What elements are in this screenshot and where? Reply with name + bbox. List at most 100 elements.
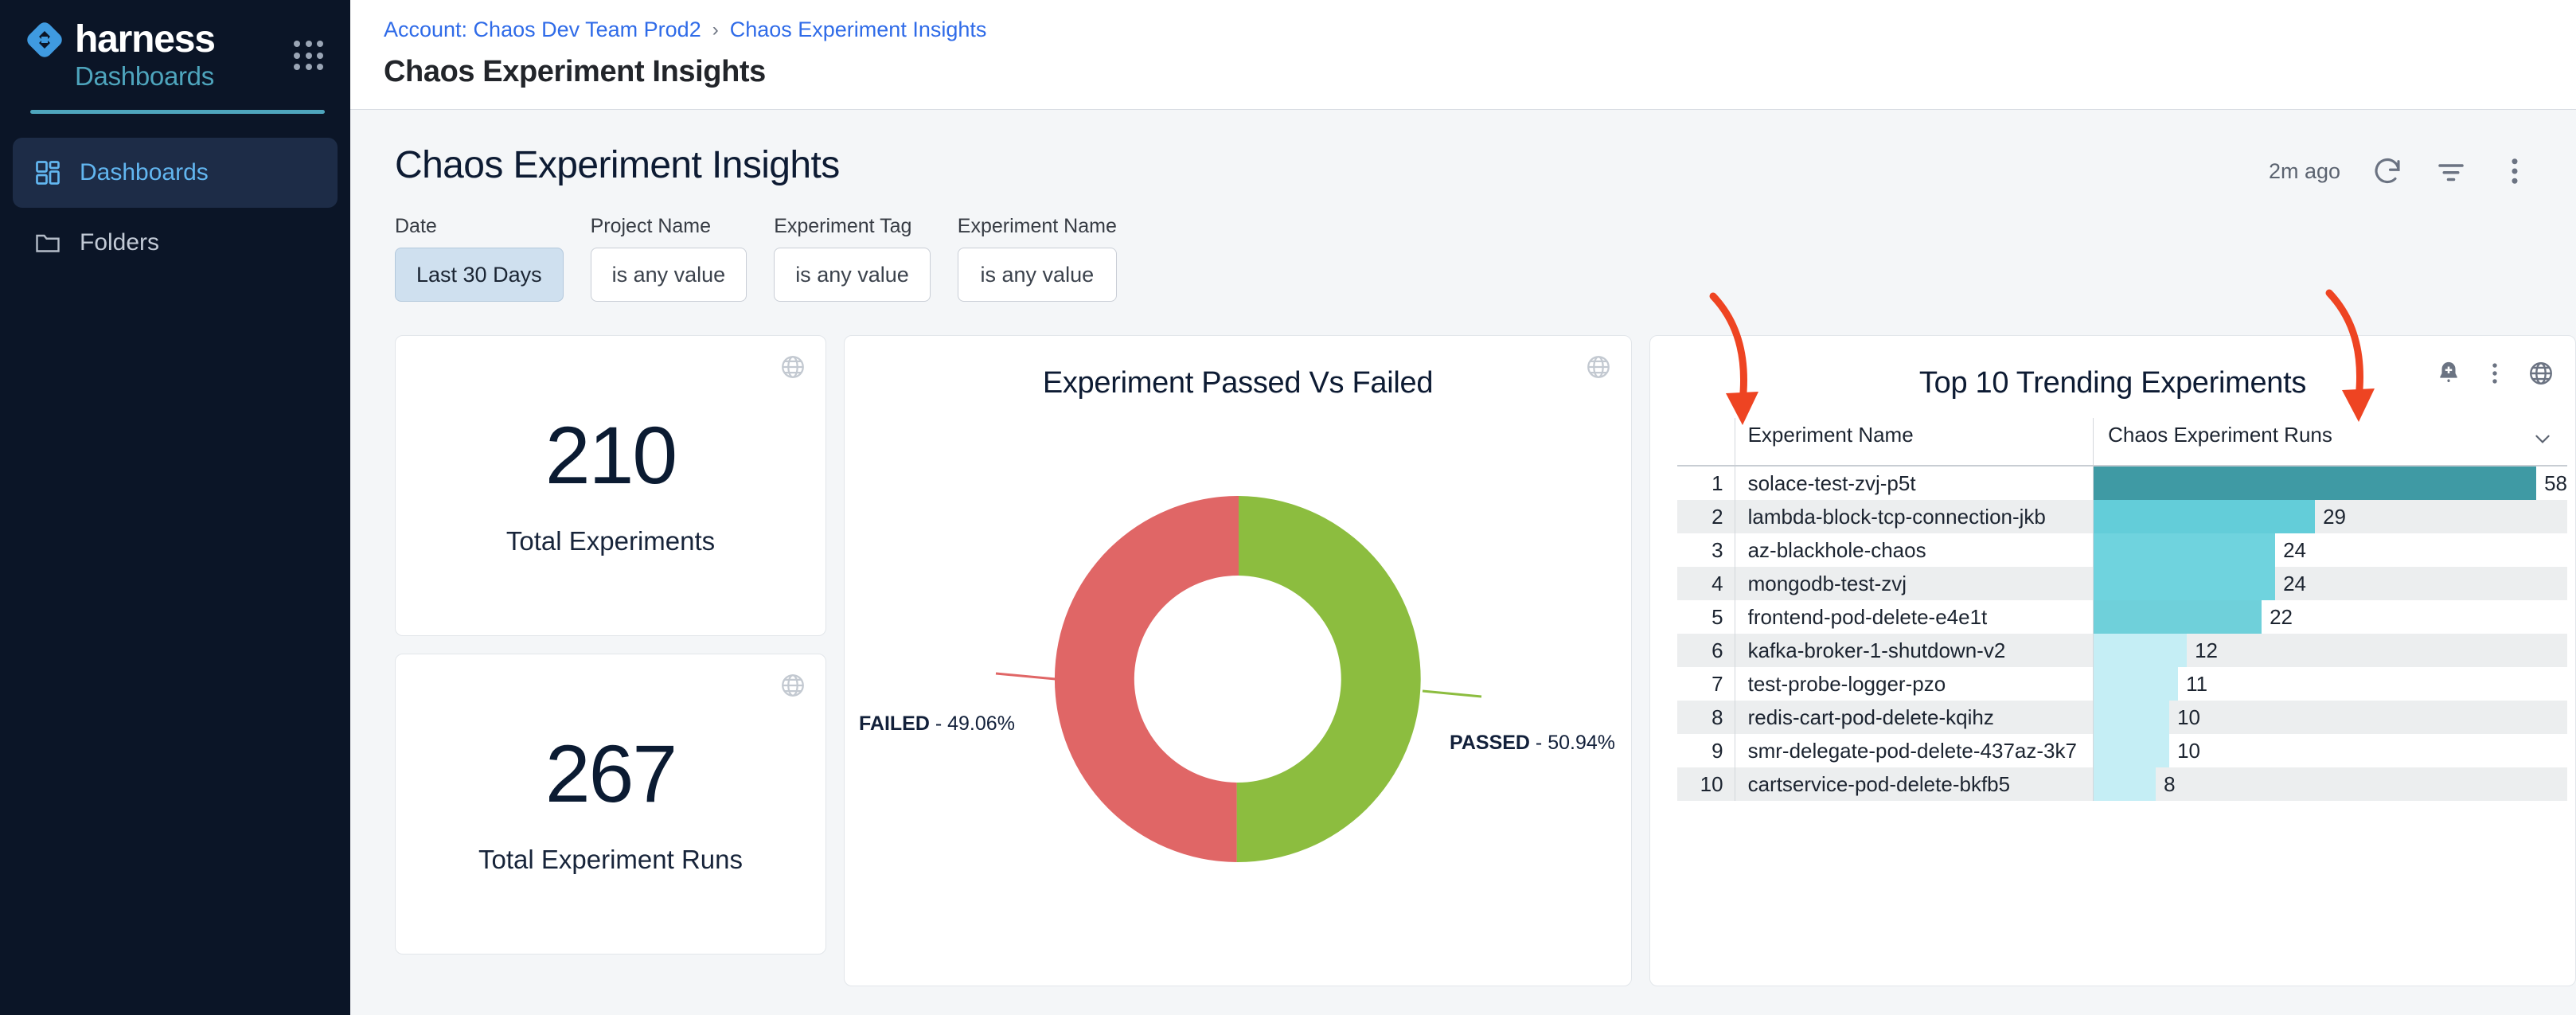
app-grid-icon[interactable]: [291, 38, 326, 73]
kpi-label: Total Experiments: [505, 526, 716, 556]
table-row[interactable]: 9 smr-delegate-pod-delete-437az-3k7 10: [1677, 734, 2567, 767]
filter-label: Experiment Name: [957, 215, 1117, 237]
table-row[interactable]: 5 frontend-pod-delete-e4e1t 22: [1677, 600, 2567, 634]
globe-icon[interactable]: [1585, 353, 1612, 381]
cell-experiment-name[interactable]: kafka-broker-1-shutdown-v2: [1734, 634, 2094, 667]
breadcrumb-account[interactable]: Account: Chaos Dev Team Prod2: [384, 18, 701, 41]
runs-value: 29: [2323, 504, 2346, 529]
kpi-card-total-experiment-runs[interactable]: 267 Total Experiment Runs: [395, 654, 826, 954]
brand-block[interactable]: harness Dashboards: [25, 21, 291, 92]
kpi-value: 210: [544, 410, 677, 501]
runs-value: 58: [2544, 470, 2567, 495]
runs-value: 8: [2164, 771, 2176, 796]
sidebar-header: harness Dashboards: [0, 0, 350, 92]
runs-value: 12: [2195, 638, 2218, 662]
cell-experiment-name[interactable]: test-probe-logger-pzo: [1734, 667, 2094, 701]
table-row[interactable]: 8 redis-cart-pod-delete-kqihz 10: [1677, 701, 2567, 734]
cell-chaos-experiment-runs: 29: [2093, 500, 2567, 533]
chart-card-top-10-trending[interactable]: Top 10 Trending Experiments Experiment N…: [1649, 335, 2576, 986]
bell-add-icon[interactable]: [2435, 360, 2462, 387]
cell-experiment-name[interactable]: solace-test-zvj-p5t: [1734, 466, 2094, 500]
chart-title: Top 10 Trending Experiments: [1918, 366, 2307, 400]
donut-label-passed: PASSED - 50.94%: [1450, 732, 1615, 754]
row-index: 3: [1711, 537, 1723, 562]
column-header-label: Chaos Experiment Runs: [2108, 423, 2332, 447]
column-header-chaos-experiment-runs[interactable]: Chaos Experiment Runs: [2093, 418, 2567, 467]
sidebar-nav: Dashboards Folders: [0, 114, 350, 278]
harness-logo-icon: [25, 21, 64, 59]
table-row[interactable]: 1 solace-test-zvj-p5t 58: [1677, 466, 2567, 500]
dashboard-header: Chaos Experiment Insights 2m ago: [350, 110, 2576, 188]
filter-icon[interactable]: [2434, 154, 2468, 188]
runs-bar: [2094, 467, 2537, 500]
globe-icon[interactable]: [779, 353, 806, 381]
chevron-down-icon[interactable]: [2532, 428, 2553, 449]
kpi-value: 267: [544, 728, 677, 819]
cell-chaos-experiment-runs: 22: [2094, 600, 2567, 634]
filter-experiment-tag: Experiment Tag is any value: [774, 215, 931, 302]
table-row[interactable]: 10 cartservice-pod-delete-bkfb5 8: [1677, 767, 2567, 801]
cell-experiment-name[interactable]: smr-delegate-pod-delete-437az-3k7: [1734, 734, 2094, 767]
table-row[interactable]: 6 kafka-broker-1-shutdown-v2 12: [1677, 634, 2567, 667]
table-row[interactable]: 2 lambda-block-tcp-connection-jkb 29: [1677, 500, 2567, 533]
topbar: Account: Chaos Dev Team Prod2 › Chaos Ex…: [350, 0, 2576, 110]
table-row[interactable]: 7 test-probe-logger-pzo 11: [1677, 667, 2567, 701]
kpi-card-total-experiments[interactable]: 210 Total Experiments: [395, 335, 826, 636]
cell-chaos-experiment-runs: 24: [2094, 533, 2567, 567]
breadcrumb-dashboard[interactable]: Chaos Experiment Insights: [729, 18, 987, 41]
runs-bar: [2094, 600, 2262, 634]
sidebar: harness Dashboards Dashboards: [0, 0, 350, 1015]
filter-project-name: Project Name is any value: [590, 215, 747, 302]
row-index: 1: [1711, 470, 1723, 495]
cell-chaos-experiment-runs: 10: [2094, 734, 2567, 767]
page-title: Chaos Experiment Insights: [384, 55, 766, 88]
filter-experiment-tag-value[interactable]: is any value: [774, 248, 931, 302]
filter-experiment-name-value[interactable]: is any value: [957, 248, 1117, 302]
cell-chaos-experiment-runs: 24: [2093, 567, 2567, 600]
row-index: 8: [1677, 701, 1735, 734]
cell-experiment-name[interactable]: az-blackhole-chaos: [1734, 533, 2094, 567]
main-area: Account: Chaos Dev Team Prod2 › Chaos Ex…: [350, 0, 2576, 1015]
row-index: 5: [1711, 604, 1723, 629]
sidebar-item-dashboards[interactable]: Dashboards: [13, 138, 338, 208]
dashboards-icon: [33, 158, 62, 187]
column-header-experiment-name[interactable]: Experiment Name: [1734, 418, 2094, 467]
table-row[interactable]: 3 az-blackhole-chaos 24: [1677, 533, 2567, 567]
cell-experiment-name[interactable]: frontend-pod-delete-e4e1t: [1734, 600, 2094, 634]
donut-label-failed: FAILED - 49.06%: [859, 712, 1015, 735]
more-vertical-icon[interactable]: [2498, 154, 2531, 188]
donut-label-passed-value: 50.94: [1548, 732, 1598, 754]
filter-label: Date: [395, 215, 437, 237]
runs-value: 22: [2270, 604, 2293, 629]
runs-bar: [2094, 634, 2188, 667]
product-name: Dashboards: [75, 61, 214, 91]
row-index: 4: [1677, 567, 1735, 600]
more-vertical-icon[interactable]: [2481, 360, 2508, 387]
chart-title: Experiment Passed Vs Failed: [1042, 366, 1434, 400]
breadcrumb: Account: Chaos Dev Team Prod2 › Chaos Ex…: [384, 18, 2576, 42]
donut-leader-passed: [1422, 689, 1482, 698]
filter-date-value[interactable]: Last 30 Days: [395, 248, 564, 302]
filter-project-name-value[interactable]: is any value: [590, 248, 747, 302]
cell-chaos-experiment-runs: 10: [2093, 701, 2567, 734]
donut-chart: FAILED - 49.06% PASSED - 50.94%: [845, 400, 1631, 958]
last-refreshed-label: 2m ago: [2268, 158, 2340, 183]
cell-chaos-experiment-runs: 12: [2093, 634, 2567, 667]
sidebar-item-folders[interactable]: Folders: [13, 208, 338, 278]
cell-chaos-experiment-runs: 11: [2094, 667, 2567, 701]
chart-card-passed-vs-failed[interactable]: Experiment Passed Vs Failed FAILED - 49.…: [844, 335, 1632, 986]
cell-experiment-name[interactable]: lambda-block-tcp-connection-jkb: [1734, 500, 2094, 533]
row-index: 9: [1711, 738, 1723, 763]
top10-table: Experiment Name Chaos Experiment Runs: [1677, 418, 2567, 801]
cell-experiment-name[interactable]: cartservice-pod-delete-bkfb5: [1734, 767, 2094, 801]
cell-experiment-name[interactable]: redis-cart-pod-delete-kqihz: [1734, 701, 2094, 734]
refresh-icon[interactable]: [2371, 154, 2404, 188]
donut-leader-failed: [995, 672, 1056, 681]
cell-experiment-name[interactable]: mongodb-test-zvj: [1734, 567, 2094, 600]
kpi-column: 210 Total Experiments 267 Total Experime…: [395, 335, 826, 954]
filter-date: Date Last 30 Days: [395, 215, 564, 302]
table-row[interactable]: 4 mongodb-test-zvj 24: [1677, 567, 2567, 600]
globe-icon[interactable]: [779, 672, 806, 699]
globe-icon[interactable]: [2527, 360, 2555, 387]
donut-svg: [995, 495, 1482, 863]
